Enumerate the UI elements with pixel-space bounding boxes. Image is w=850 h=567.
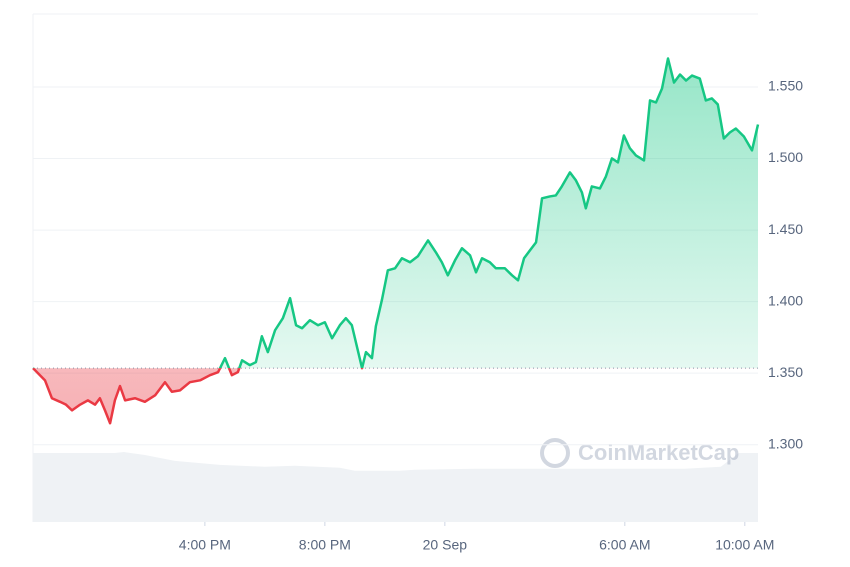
price-line-up: [32, 57, 760, 369]
y-tick-label: 1.300: [768, 435, 803, 451]
y-tick-label: 1.500: [768, 149, 803, 165]
y-tick-label: 1.450: [768, 221, 803, 237]
volume-area: [33, 452, 758, 522]
area-up: [33, 58, 758, 369]
y-tick-label: 1.550: [768, 78, 803, 94]
area-down: [33, 368, 240, 424]
x-tick-label: 10:00 AM: [715, 537, 774, 553]
x-tick-label: 6:00 AM: [599, 537, 650, 553]
y-tick-label: 1.400: [768, 292, 803, 308]
x-tick-label: 8:00 PM: [299, 537, 351, 553]
x-tick-label: 4:00 PM: [179, 537, 231, 553]
x-tick-label: 20 Sep: [423, 537, 468, 553]
price-line-down: [32, 368, 364, 425]
watermark-text: CoinMarketCap: [578, 440, 739, 465]
watermark: CoinMarketCap: [540, 438, 739, 468]
y-tick-label: 1.350: [768, 364, 803, 380]
